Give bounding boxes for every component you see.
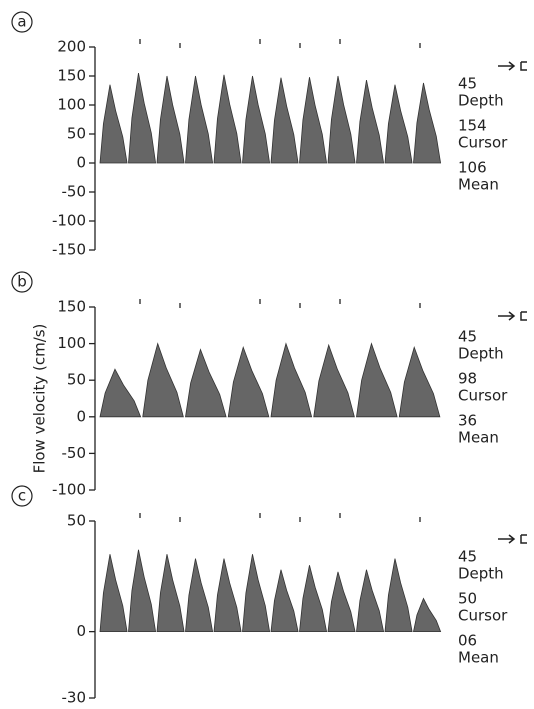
- panel-label: b: [17, 273, 27, 291]
- velocity-envelope: [384, 84, 413, 164]
- velocity-envelope: [413, 82, 442, 164]
- readout: 98: [458, 370, 477, 388]
- velocity-envelope: [128, 73, 157, 164]
- velocity-envelope: [270, 569, 299, 633]
- velocity-envelope: [99, 84, 128, 164]
- velocity-envelope: [356, 342, 398, 418]
- velocity-envelope: [299, 565, 328, 633]
- y-tick-label: 0: [76, 154, 86, 172]
- velocity-envelope: [356, 569, 385, 633]
- readout: 50: [458, 590, 477, 608]
- readout: 154: [458, 117, 487, 135]
- readout: 45: [458, 75, 477, 93]
- y-tick-label: 0: [76, 622, 86, 640]
- velocity-envelope: [156, 75, 185, 164]
- readout: Depth: [458, 565, 504, 583]
- y-tick-label: 100: [57, 96, 86, 114]
- readout: Cursor: [458, 607, 508, 625]
- y-tick-label: 0: [76, 407, 86, 425]
- y-axis-label: Flow velocity (cm/s): [31, 324, 49, 474]
- velocity-envelope: [413, 597, 442, 633]
- velocity-envelope: [270, 77, 299, 164]
- velocity-envelope: [227, 345, 270, 418]
- y-tick-label: 50: [67, 371, 86, 389]
- y-tick-label: -150: [52, 241, 86, 259]
- velocity-envelope: [327, 571, 356, 633]
- readout: 45: [458, 328, 477, 346]
- velocity-envelope: [128, 549, 157, 633]
- y-tick-label: 150: [57, 67, 86, 85]
- readout: 36: [458, 412, 477, 430]
- velocity-envelope: [185, 558, 214, 633]
- readout: Mean: [458, 649, 499, 667]
- velocity-envelope: [142, 342, 184, 418]
- y-tick-label: 200: [57, 38, 86, 56]
- panel-badge: [11, 271, 33, 293]
- readout: Cursor: [458, 134, 508, 152]
- panel-label: c: [18, 487, 26, 505]
- velocity-envelope: [356, 79, 385, 164]
- readout: Mean: [458, 429, 499, 447]
- panel-label: a: [17, 13, 26, 31]
- readout: 06: [458, 632, 477, 650]
- y-tick-label: -100: [52, 481, 86, 499]
- velocity-envelope: [299, 77, 328, 164]
- velocity-envelope: [398, 345, 441, 418]
- velocity-envelope: [185, 348, 227, 418]
- y-tick-label: 50: [67, 512, 86, 530]
- velocity-envelope: [99, 554, 128, 633]
- velocity-envelope: [156, 554, 185, 633]
- y-tick-label: -50: [62, 444, 87, 462]
- velocity-envelope: [213, 558, 242, 633]
- velocity-envelope: [270, 342, 313, 418]
- velocity-envelope: [99, 368, 142, 418]
- velocity-envelope: [213, 74, 242, 164]
- readout: Mean: [458, 176, 499, 194]
- readout: 45: [458, 548, 477, 566]
- panel-badge: [11, 11, 33, 33]
- velocity-envelope: [327, 75, 356, 164]
- velocity-envelope: [242, 75, 271, 164]
- velocity-envelope: [384, 558, 413, 633]
- panel-badge: [11, 485, 33, 507]
- y-tick-label: -100: [52, 212, 86, 230]
- velocity-envelope: [185, 75, 214, 164]
- velocity-envelope: [313, 343, 355, 418]
- velocity-envelope: [242, 554, 271, 633]
- arrows: [498, 61, 527, 544]
- readout: 106: [458, 159, 487, 177]
- readout: Cursor: [458, 387, 508, 405]
- readout: Depth: [458, 92, 504, 110]
- y-tick-label: -30: [62, 689, 87, 707]
- y-tick-label: -50: [62, 183, 87, 201]
- y-tick-label: 100: [57, 334, 86, 352]
- y-tick-label: 150: [57, 298, 86, 316]
- y-tick-label: 50: [67, 125, 86, 143]
- readout: Depth: [458, 345, 504, 363]
